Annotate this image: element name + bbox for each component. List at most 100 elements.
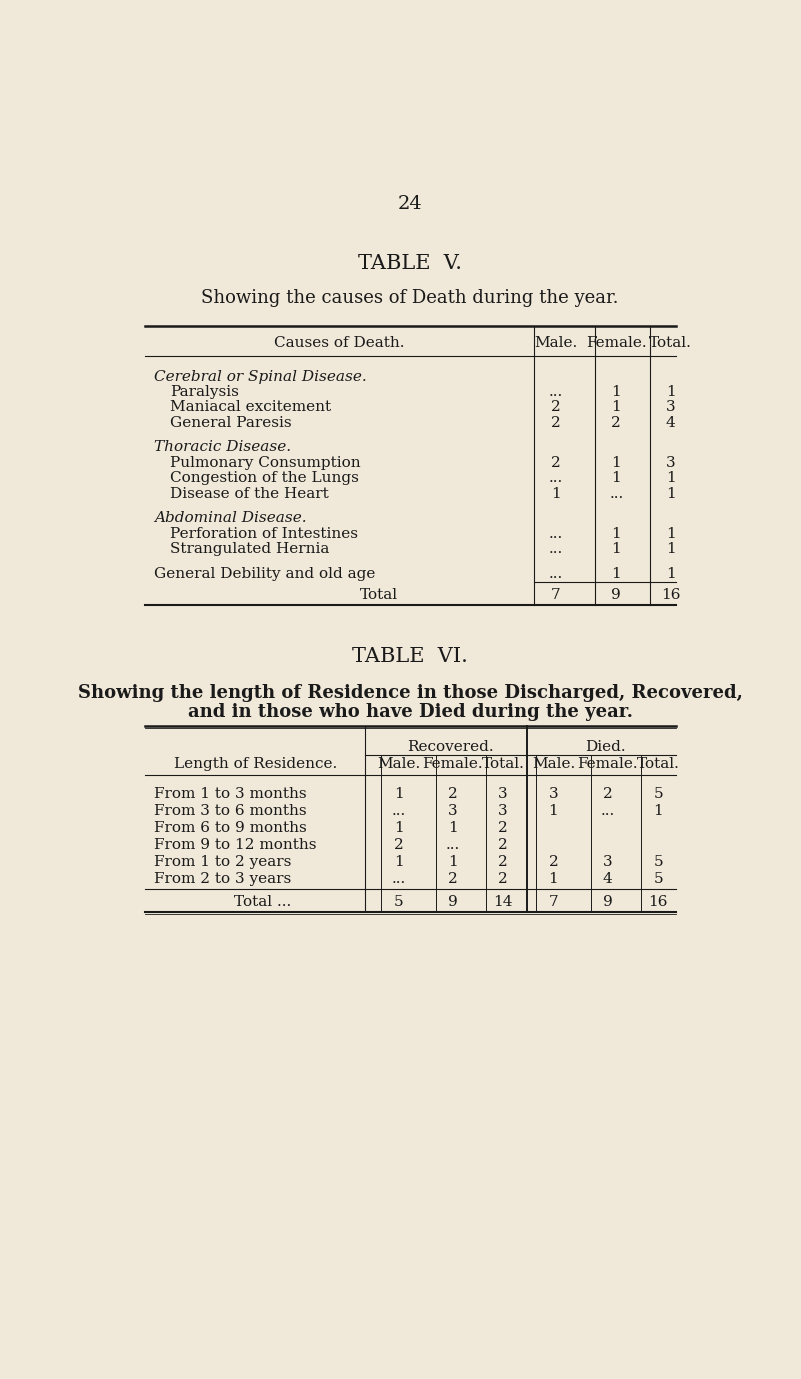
Text: 1: 1 xyxy=(551,487,561,501)
Text: 1: 1 xyxy=(654,804,663,818)
Text: 5: 5 xyxy=(654,872,663,885)
Text: 1: 1 xyxy=(393,821,404,834)
Text: 3: 3 xyxy=(666,400,675,414)
Text: 1: 1 xyxy=(611,472,621,485)
Text: 2: 2 xyxy=(603,787,613,801)
Text: 2: 2 xyxy=(448,787,457,801)
Text: 2: 2 xyxy=(549,855,558,869)
Text: 3: 3 xyxy=(448,804,457,818)
Text: 9: 9 xyxy=(603,895,613,909)
Text: Female.: Female. xyxy=(578,757,638,771)
Text: ...: ... xyxy=(601,804,615,818)
Text: Died.: Died. xyxy=(586,741,626,754)
Text: ...: ... xyxy=(392,872,405,885)
Text: TABLE  VI.: TABLE VI. xyxy=(352,648,468,666)
Text: Cerebral or Spinal Disease.: Cerebral or Spinal Disease. xyxy=(155,370,367,383)
Text: 3: 3 xyxy=(666,456,675,470)
Text: Male.: Male. xyxy=(377,757,421,771)
Text: Length of Residence.: Length of Residence. xyxy=(174,757,336,771)
Text: 1: 1 xyxy=(611,456,621,470)
Text: ...: ... xyxy=(549,567,563,581)
Text: TABLE  V.: TABLE V. xyxy=(358,254,462,273)
Text: Showing the causes of Death during the year.: Showing the causes of Death during the y… xyxy=(201,288,619,306)
Text: 1: 1 xyxy=(611,527,621,541)
Text: Thoracic Disease.: Thoracic Disease. xyxy=(155,440,292,454)
Text: 4: 4 xyxy=(666,415,675,430)
Text: ...: ... xyxy=(609,487,623,501)
Text: Total.: Total. xyxy=(637,757,679,771)
Text: 1: 1 xyxy=(611,567,621,581)
Text: From 9 to 12 months: From 9 to 12 months xyxy=(155,837,317,852)
Text: 4: 4 xyxy=(603,872,613,885)
Text: 1: 1 xyxy=(611,542,621,556)
Text: 1: 1 xyxy=(448,821,457,834)
Text: 2: 2 xyxy=(611,415,621,430)
Text: 1: 1 xyxy=(666,567,675,581)
Text: 7: 7 xyxy=(549,895,558,909)
Text: 3: 3 xyxy=(603,855,613,869)
Text: 1: 1 xyxy=(666,487,675,501)
Text: 2: 2 xyxy=(551,400,561,414)
Text: 1: 1 xyxy=(549,804,558,818)
Text: 1: 1 xyxy=(611,385,621,399)
Text: 2: 2 xyxy=(498,872,508,885)
Text: 7: 7 xyxy=(551,589,561,603)
Text: 5: 5 xyxy=(654,855,663,869)
Text: From 6 to 9 months: From 6 to 9 months xyxy=(155,821,307,834)
Text: Causes of Death.: Causes of Death. xyxy=(275,336,405,350)
Text: 1: 1 xyxy=(666,527,675,541)
Text: Female.: Female. xyxy=(422,757,483,771)
Text: 1: 1 xyxy=(611,400,621,414)
Text: General Debility and old age: General Debility and old age xyxy=(155,567,376,581)
Text: 3: 3 xyxy=(498,787,508,801)
Text: ...: ... xyxy=(549,385,563,399)
Text: Showing the length of Residence in those Discharged, Recovered,: Showing the length of Residence in those… xyxy=(78,684,743,702)
Text: 2: 2 xyxy=(498,855,508,869)
Text: From 3 to 6 months: From 3 to 6 months xyxy=(155,804,307,818)
Text: 2: 2 xyxy=(498,837,508,852)
Text: 3: 3 xyxy=(498,804,508,818)
Text: Total.: Total. xyxy=(481,757,525,771)
Text: 9: 9 xyxy=(611,589,621,603)
Text: 16: 16 xyxy=(661,589,680,603)
Text: ...: ... xyxy=(445,837,460,852)
Text: ...: ... xyxy=(549,527,563,541)
Text: Male.: Male. xyxy=(534,336,578,350)
Text: 2: 2 xyxy=(498,821,508,834)
Text: 1: 1 xyxy=(448,855,457,869)
Text: Total ...: Total ... xyxy=(234,895,292,909)
Text: 1: 1 xyxy=(666,542,675,556)
Text: Male.: Male. xyxy=(532,757,575,771)
Text: and in those who have Died during the year.: and in those who have Died during the ye… xyxy=(187,703,633,721)
Text: 5: 5 xyxy=(654,787,663,801)
Text: Total: Total xyxy=(360,589,398,603)
Text: Recovered.: Recovered. xyxy=(408,741,494,754)
Text: 1: 1 xyxy=(666,385,675,399)
Text: 5: 5 xyxy=(393,895,404,909)
Text: 1: 1 xyxy=(393,855,404,869)
Text: Total.: Total. xyxy=(649,336,692,350)
Text: 1: 1 xyxy=(393,787,404,801)
Text: 1: 1 xyxy=(666,472,675,485)
Text: 2: 2 xyxy=(551,415,561,430)
Text: Paralysis: Paralysis xyxy=(170,385,239,399)
Text: 3: 3 xyxy=(549,787,558,801)
Text: Strangulated Hernia: Strangulated Hernia xyxy=(170,542,329,556)
Text: Congestion of the Lungs: Congestion of the Lungs xyxy=(170,472,359,485)
Text: ...: ... xyxy=(549,542,563,556)
Text: General Paresis: General Paresis xyxy=(170,415,292,430)
Text: 24: 24 xyxy=(398,194,422,212)
Text: From 1 to 2 years: From 1 to 2 years xyxy=(155,855,292,869)
Text: 16: 16 xyxy=(648,895,668,909)
Text: Pulmonary Consumption: Pulmonary Consumption xyxy=(170,456,360,470)
Text: 14: 14 xyxy=(493,895,513,909)
Text: 9: 9 xyxy=(448,895,457,909)
Text: Maniacal excitement: Maniacal excitement xyxy=(170,400,331,414)
Text: 2: 2 xyxy=(551,456,561,470)
Text: 2: 2 xyxy=(448,872,457,885)
Text: Female.: Female. xyxy=(586,336,646,350)
Text: ...: ... xyxy=(549,472,563,485)
Text: Abdominal Disease.: Abdominal Disease. xyxy=(155,512,307,525)
Text: 2: 2 xyxy=(393,837,404,852)
Text: From 1 to 3 months: From 1 to 3 months xyxy=(155,787,307,801)
